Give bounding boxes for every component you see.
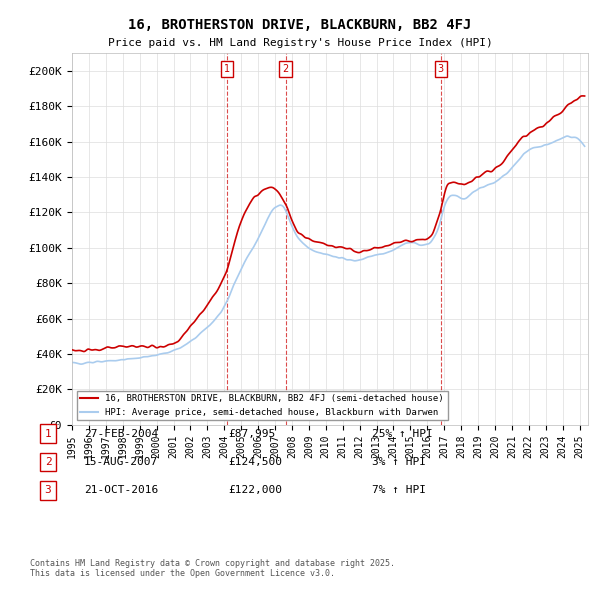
Text: 1: 1 bbox=[44, 429, 52, 438]
Text: 7% ↑ HPI: 7% ↑ HPI bbox=[372, 486, 426, 495]
Text: £124,500: £124,500 bbox=[228, 457, 282, 467]
Text: Price paid vs. HM Land Registry's House Price Index (HPI): Price paid vs. HM Land Registry's House … bbox=[107, 38, 493, 48]
Text: 15-AUG-2007: 15-AUG-2007 bbox=[84, 457, 158, 467]
Text: 2: 2 bbox=[283, 64, 289, 74]
Text: £87,995: £87,995 bbox=[228, 429, 275, 438]
Text: 3% ↑ HPI: 3% ↑ HPI bbox=[372, 457, 426, 467]
Text: 21-OCT-2016: 21-OCT-2016 bbox=[84, 486, 158, 495]
Text: 25% ↑ HPI: 25% ↑ HPI bbox=[372, 429, 433, 438]
Text: £122,000: £122,000 bbox=[228, 486, 282, 495]
Legend: 16, BROTHERSTON DRIVE, BLACKBURN, BB2 4FJ (semi-detached house), HPI: Average pr: 16, BROTHERSTON DRIVE, BLACKBURN, BB2 4F… bbox=[77, 391, 448, 420]
Text: 1: 1 bbox=[224, 64, 230, 74]
Text: 16, BROTHERSTON DRIVE, BLACKBURN, BB2 4FJ: 16, BROTHERSTON DRIVE, BLACKBURN, BB2 4F… bbox=[128, 18, 472, 32]
Text: Contains HM Land Registry data © Crown copyright and database right 2025.
This d: Contains HM Land Registry data © Crown c… bbox=[30, 559, 395, 578]
Text: 27-FEB-2004: 27-FEB-2004 bbox=[84, 429, 158, 438]
Text: 2: 2 bbox=[44, 457, 52, 467]
Text: 3: 3 bbox=[44, 486, 52, 495]
Text: 3: 3 bbox=[438, 64, 444, 74]
